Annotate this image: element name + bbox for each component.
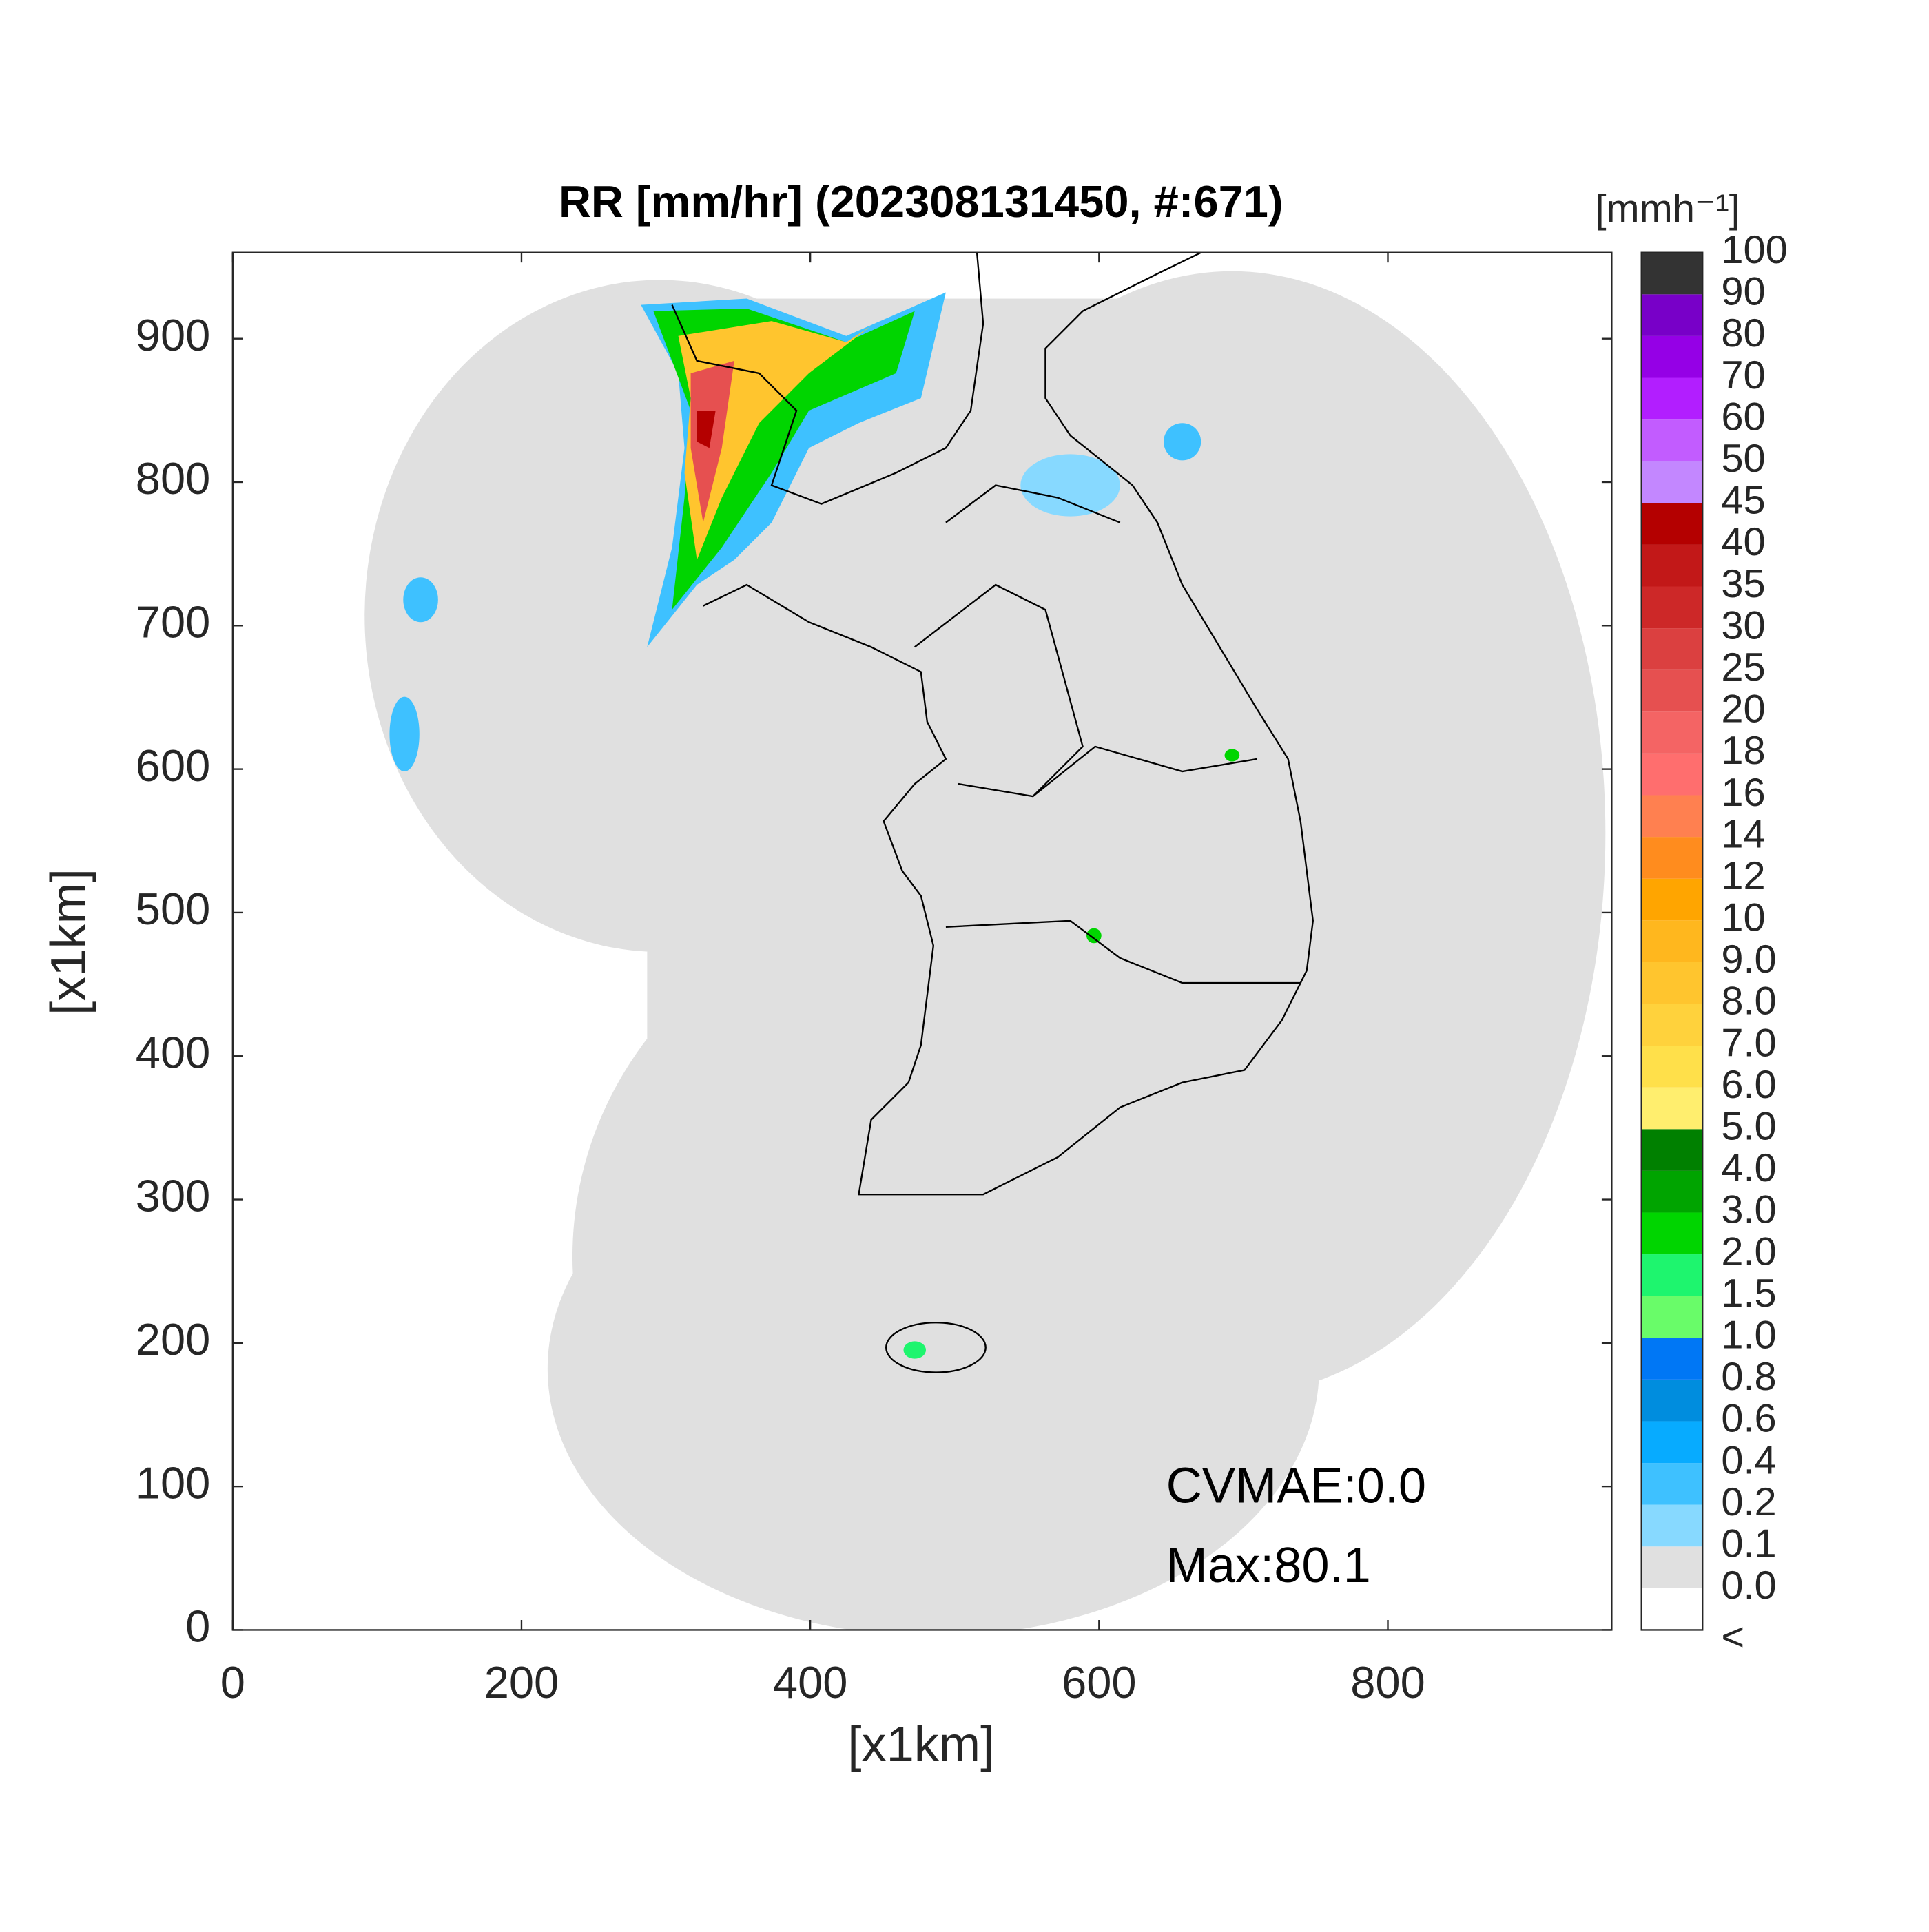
colorbar-label: < — [1721, 1615, 1744, 1659]
colorbar-segment — [1641, 1087, 1703, 1130]
y-tick-label: 700 — [136, 596, 210, 647]
colorbar-segment — [1641, 1421, 1703, 1464]
colorbar-label: 10 — [1721, 896, 1765, 940]
colorbar-segment — [1641, 335, 1703, 378]
radar-coverage — [364, 271, 1606, 1630]
colorbar-segment — [1641, 1296, 1703, 1338]
coastline — [671, 251, 1314, 1373]
precipitation — [389, 292, 1240, 1359]
colorbar-label: 12 — [1721, 854, 1765, 898]
y-tick-label: 0 — [185, 1601, 210, 1652]
colorbar-label: 6.0 — [1721, 1063, 1776, 1107]
annotation: CVMAE:0.0 — [1166, 1458, 1426, 1513]
colorbar-label: 14 — [1721, 812, 1765, 856]
colorbar-segment — [1641, 920, 1703, 962]
x-tick-label: 400 — [773, 1657, 847, 1707]
colorbar-segment — [1641, 1046, 1703, 1088]
colorbar-label: 9.0 — [1721, 937, 1776, 981]
colorbar-label: 1.5 — [1721, 1271, 1776, 1316]
annotation: Max:80.1 — [1166, 1538, 1371, 1593]
chart-title: RR [mm/hr] (202308131450, #:671) — [559, 176, 1283, 227]
colorbar-segment — [1641, 503, 1703, 545]
colorbar-segment — [1641, 1129, 1703, 1171]
colorbar-label: 0.2 — [1721, 1480, 1776, 1524]
axes-box — [231, 251, 1613, 1631]
colorbar-segment — [1641, 1588, 1703, 1630]
colorbar-label: 80 — [1721, 311, 1765, 355]
colorbar-label: 0.6 — [1721, 1397, 1776, 1441]
colorbar-segment — [1641, 711, 1703, 754]
colorbar-segment — [1641, 962, 1703, 1004]
colorbar-label: 7.0 — [1721, 1021, 1776, 1065]
colorbar-label: 3.0 — [1721, 1188, 1776, 1232]
colorbar-label: 35 — [1721, 562, 1765, 606]
colorbar-label: 20 — [1721, 687, 1765, 731]
colorbar-segment — [1641, 795, 1703, 838]
colorbar-segment — [1641, 669, 1703, 712]
colorbar-segment — [1641, 461, 1703, 503]
colorbar-segment — [1641, 1504, 1703, 1547]
y-tick-label: 500 — [136, 884, 210, 934]
colorbar-segment — [1641, 294, 1703, 336]
x-tick-label: 600 — [1062, 1657, 1136, 1707]
colorbar-segment — [1641, 753, 1703, 796]
colorbar-label: 60 — [1721, 395, 1765, 439]
colorbar-segment — [1641, 419, 1703, 461]
colorbar-label: 40 — [1721, 520, 1765, 564]
colorbar-segment — [1641, 1004, 1703, 1046]
y-tick-label: 600 — [136, 740, 210, 791]
y-tick-label: 300 — [136, 1171, 210, 1221]
colorbar-segment — [1641, 1546, 1703, 1588]
colorbar-segment — [1641, 837, 1703, 879]
colorbar-segment — [1641, 1212, 1703, 1255]
colorbar-segment — [1641, 628, 1703, 670]
colorbar-label: 0.1 — [1721, 1522, 1776, 1566]
colorbar-label: 45 — [1721, 479, 1765, 523]
colorbar-label: 18 — [1721, 729, 1765, 773]
colorbar-segment — [1641, 544, 1703, 587]
colorbar-label: 8.0 — [1721, 979, 1776, 1024]
x-tick-label: 200 — [484, 1657, 559, 1707]
colorbar-box — [1640, 251, 1704, 1631]
colorbar-label: 0.4 — [1721, 1438, 1776, 1482]
x-tick-label: 800 — [1350, 1657, 1425, 1707]
y-tick-label: 900 — [136, 310, 210, 360]
colorbar-segment — [1641, 1254, 1703, 1296]
colorbar-label: 0.0 — [1721, 1564, 1776, 1608]
colorbar-label: 90 — [1721, 270, 1765, 314]
colorbar-label: 50 — [1721, 437, 1765, 481]
colorbar-segment — [1641, 586, 1703, 629]
colorbar-label: 1.0 — [1721, 1313, 1776, 1358]
colorbar-label: 100 — [1721, 228, 1787, 272]
colorbar-label: 2.0 — [1721, 1229, 1776, 1274]
colorbar-label: 5.0 — [1721, 1105, 1776, 1149]
colorbar-label: 25 — [1721, 645, 1765, 689]
y-axis-label: [x1km] — [41, 869, 96, 1015]
colorbar-label: 30 — [1721, 603, 1765, 647]
y-tick-label: 400 — [136, 1027, 210, 1077]
y-tick-label: 100 — [136, 1457, 210, 1508]
colorbar-label: 4.0 — [1721, 1146, 1776, 1190]
colorbar-label: 16 — [1721, 771, 1765, 815]
colorbar-label: 0.8 — [1721, 1355, 1776, 1399]
colorbar-segment — [1641, 1170, 1703, 1213]
x-tick-label: 0 — [220, 1657, 245, 1707]
colorbar-segment — [1641, 1338, 1703, 1380]
colorbar-segment — [1641, 878, 1703, 921]
colorbar-segment — [1641, 377, 1703, 420]
colorbar-segment — [1641, 1463, 1703, 1505]
colorbar-label: 70 — [1721, 353, 1765, 397]
colorbar-unit: [mmh⁻¹] — [1595, 187, 1740, 231]
y-tick-label: 800 — [136, 453, 210, 503]
y-tick-label: 200 — [136, 1314, 210, 1364]
x-axis-label: [x1km] — [847, 1717, 994, 1772]
colorbar-segment — [1641, 252, 1703, 295]
colorbar-segment — [1641, 1379, 1703, 1422]
